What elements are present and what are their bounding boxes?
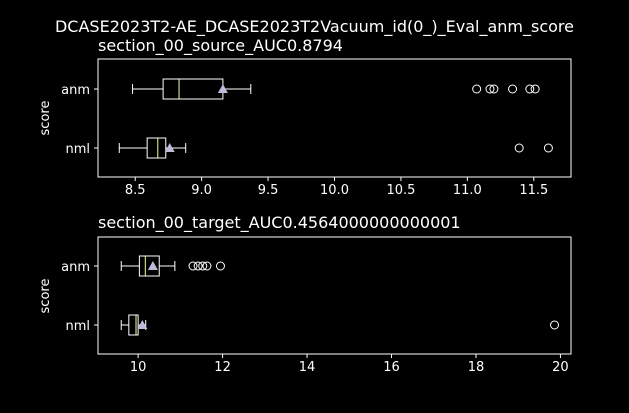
target-xtick-label: 14 — [299, 360, 316, 375]
source-anm-flier — [472, 84, 482, 94]
target-subplot-title: section_00_target_AUC0.4564000000000001 — [98, 213, 461, 233]
target-xtick-label: 16 — [383, 360, 400, 375]
target-axes-frame — [97, 236, 572, 355]
source-xtick-label: 8.5 — [125, 183, 146, 198]
source-subplot: section_00_source_AUC0.8794 score 8.5 9.0… — [38, 36, 572, 198]
source-xtick-label: 11.5 — [519, 183, 548, 198]
source-nml-flier — [514, 143, 524, 153]
source-anm-mean-marker — [217, 84, 228, 93]
target-subplot: section_00_target_AUC0.4564000000000001 … — [38, 213, 572, 375]
target-anm-flier — [193, 261, 203, 271]
target-xtick-label: 18 — [468, 360, 485, 375]
source-xtick-label: 9.0 — [191, 183, 212, 198]
source-anm-flier — [508, 84, 518, 94]
source-xtick-label: 10.0 — [320, 183, 349, 198]
source-ytick-label: nml — [65, 142, 90, 157]
target-anm-flier — [215, 261, 225, 271]
target-xtick-label: 10 — [130, 360, 147, 375]
source-nml-flier — [543, 143, 553, 153]
source-xtick-label: 9.5 — [258, 183, 279, 198]
figure-title: DCASE2023T2-AE_DCASE2023T2Vacuum_id(0_)_… — [55, 17, 574, 37]
source-nml-box — [146, 137, 167, 159]
target-anm-flier — [188, 261, 198, 271]
source-anm-flier — [489, 84, 499, 94]
target-ylabel: score — [38, 279, 53, 314]
target-xtick-label: 20 — [552, 360, 569, 375]
target-anm-flier — [202, 261, 212, 271]
target-ytick-label: nml — [65, 319, 90, 334]
target-nml-flier — [550, 320, 560, 330]
target-anm-flier — [198, 261, 208, 271]
source-ylabel: score — [38, 101, 53, 136]
target-nml-box — [128, 314, 139, 336]
target-anm-box — [138, 255, 160, 277]
source-xtick-label: 11.0 — [453, 183, 482, 198]
source-ytick-label: anm — [61, 83, 90, 98]
source-nml-mean-marker — [164, 143, 175, 152]
target-nml-mean-marker — [137, 320, 148, 329]
source-anm-flier — [530, 84, 540, 94]
source-xtick-label: 10.5 — [386, 183, 415, 198]
source-anm-flier — [525, 84, 535, 94]
target-xtick-label: 12 — [214, 360, 231, 375]
target-ytick-label: anm — [61, 260, 90, 275]
target-anm-mean-marker — [147, 261, 158, 270]
source-anm-flier — [485, 84, 495, 94]
source-subplot-title: section_00_source_AUC0.8794 — [98, 36, 343, 56]
